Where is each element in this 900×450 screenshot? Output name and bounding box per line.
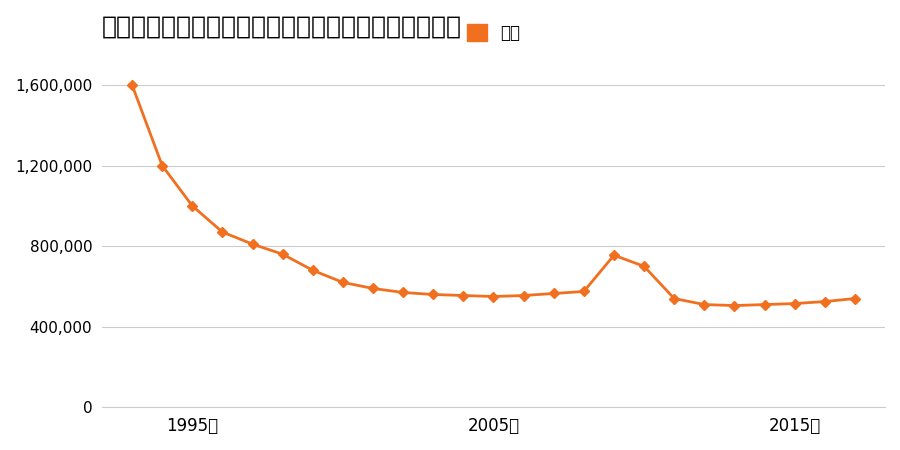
Text: 東京都武蔵野市中町１丁目３１３７番３８の地価推移: 東京都武蔵野市中町１丁目３１３７番３８の地価推移 [102, 15, 462, 39]
Legend: 価格: 価格 [460, 18, 526, 49]
